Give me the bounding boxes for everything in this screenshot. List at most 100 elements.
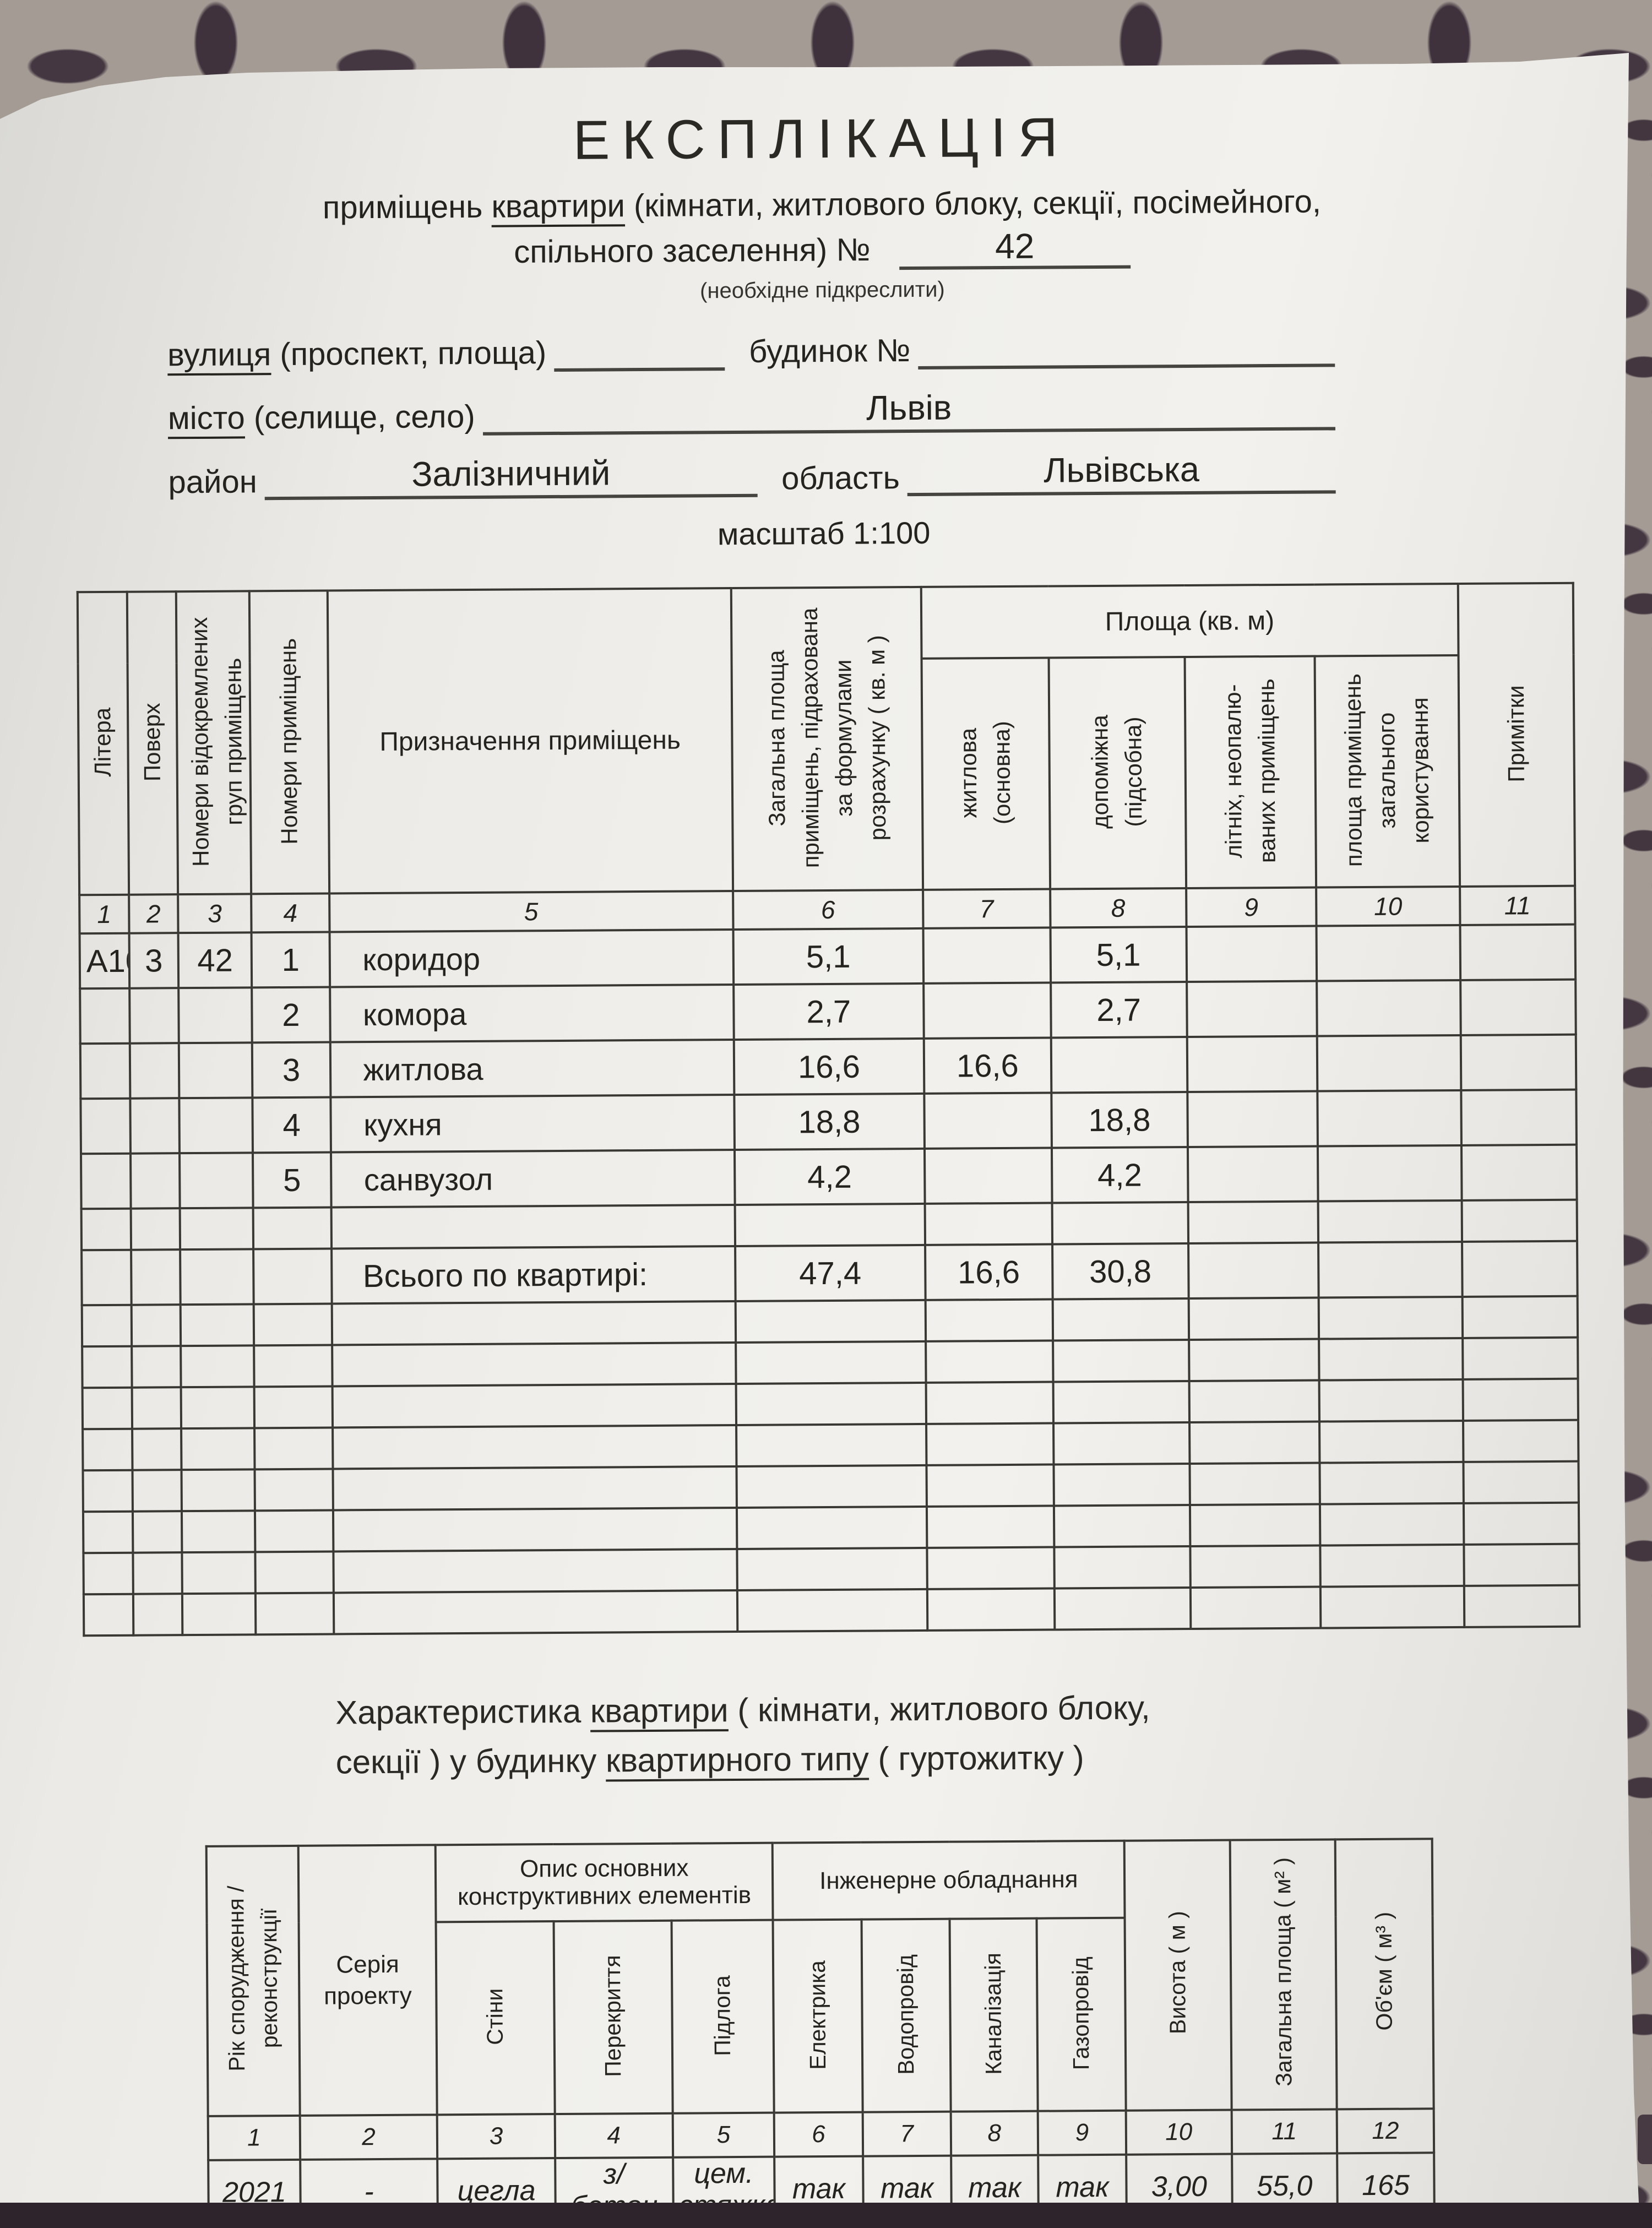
empty-cell [133,1594,183,1636]
empty-cell [83,1553,133,1595]
engineering-group-header: Інженерне обладнання [773,1841,1125,1920]
empty-cell [1186,926,1317,982]
cell-litera: А10 [80,933,129,989]
empty-cell [1320,1586,1464,1628]
bt-label-total-area: Загальна площа ( м² ) [1266,1857,1300,2086]
empty-cell [926,1382,1053,1424]
cell-floor [131,1154,180,1209]
empty-cell [132,1429,182,1471]
cell-auxiliary: 18,8 [1051,1092,1188,1148]
document-subtitle-line2: спільного заселення) № 42 [0,224,1648,275]
col-num: 2 [129,895,178,934]
empty-cell [255,1510,333,1552]
empty-cell [1187,981,1317,1037]
col-label-auxiliary: допоміжна (підсобна) [1083,700,1151,844]
empty-cell [737,1589,927,1632]
col-label-room-numbers: Номери приміщень [272,638,307,844]
char-line2-post: ( гуртожитку ) [878,1740,1084,1778]
building-label: будинок № [749,333,919,371]
empty-cell [1187,1036,1318,1092]
empty-cell [736,1465,926,1508]
bt-value-electricity: так [775,2156,863,2222]
bt-col-sewerage: Каналізація [949,1919,1037,2112]
empty-cell [1463,1379,1578,1421]
empty-cell [1187,1091,1318,1147]
col-header-notes: Примітки [1458,583,1575,887]
empty-cell [1053,1464,1190,1506]
bt-col-num: 6 [774,2112,863,2157]
empty-cell [1320,1462,1464,1504]
bt-col-series: Серія проекту [298,1845,437,2116]
empty-cell [1319,1421,1463,1463]
city-label-rest: (селище, село) [254,399,475,436]
empty-cell [131,1209,180,1251]
empty-cell [1462,1296,1578,1338]
characteristics-title: Характеристика квартири ( кімнати, житло… [335,1681,1492,1787]
cell-total-area: 2,7 [733,983,924,1040]
empty-cell [1318,1242,1462,1298]
empty-cell [333,1466,737,1510]
city-value: Львів [866,388,952,430]
empty-cell [1188,1298,1319,1340]
bt-col-floors: Підлога [671,1920,774,2113]
bt-value-height: 3,00 [1126,2154,1232,2220]
bt-value-volume: 165 [1337,2153,1434,2219]
col-num: 7 [923,889,1050,928]
cell-group-no [178,988,252,1044]
empty-cell [1189,1422,1320,1464]
cell-floor: 3 [129,933,178,989]
empty-cell [1464,1585,1580,1627]
total-area-value: 47,4 [735,1245,926,1301]
bt-col-num: 9 [1038,2111,1127,2155]
cell-litera [80,1044,130,1099]
characteristics-table: Рік спорудження / реконструкції Серія пр… [205,1838,1436,2227]
empty-cell [1461,1090,1577,1145]
apartment-number-value: 42 [995,226,1035,265]
bt-col-water: Водопровід [861,1919,950,2112]
cell-litera [81,1154,131,1209]
empty-cell [254,1428,333,1470]
empty-cell [1463,1420,1579,1462]
empty-cell [255,1469,333,1511]
empty-cell [81,1209,131,1251]
subtitle-line2-text: спільного заселення) [514,232,827,269]
bt-col-num: 7 [862,2112,951,2156]
empty-cell [1319,1297,1463,1339]
cell-group-no [179,1043,253,1099]
bt-col-height: Висота ( м ) [1124,1840,1231,2111]
empty-cell [927,1506,1054,1548]
cell-auxiliary: 5,1 [1050,927,1187,983]
cell-living [923,983,1051,1039]
document-subtitle-line1: приміщень квартири (кімнати, житлового б… [0,180,1648,230]
char-line2-pre: секції ) у будинку [336,1742,597,1781]
empty-cell [1464,1503,1579,1545]
empty-cell [332,1301,736,1345]
bt-label-height: Висота ( м ) [1161,1911,1195,2034]
table-row-koridor: А10 3 42 1 коридор 5,1 5,1 [80,925,1576,989]
total-auxiliary-value: 30,8 [1052,1243,1189,1300]
header-group-row: Літера Поверх Номери відокремлених груп … [78,583,1574,664]
empty-cell [926,1423,1053,1465]
empty-cell [1190,1546,1320,1588]
empty-cell [254,1304,332,1346]
empty-cell [1053,1422,1190,1465]
empty-cell [83,1470,133,1512]
cell-floor [130,1099,180,1154]
document-title: ЕКСПЛІКАЦІЯ [0,102,1648,176]
total-label: Всього по квартирі: [332,1246,736,1303]
empty-cell [1191,1587,1321,1629]
empty-cell [131,1250,181,1306]
table-row-sanvuzol: 5 санвузол 4,2 4,2 [81,1145,1577,1209]
empty-cell [181,1305,254,1346]
cell-purpose: житлова [330,1040,734,1097]
col-header-total-area: Загальна площа приміщень, підрахована за… [731,587,923,891]
bt-label-volume: Об'єм ( м³ ) [1368,1912,1401,2031]
empty-cell [182,1552,256,1594]
district-region-row: район Залізничний область Львівська [168,449,1335,501]
bt-label-ceilings: Перекриття [596,1955,630,2077]
region-value: Львівська [1044,450,1199,492]
col-label-notes: Примітки [1499,685,1534,782]
bt-value-sewerage: так [951,2155,1039,2221]
